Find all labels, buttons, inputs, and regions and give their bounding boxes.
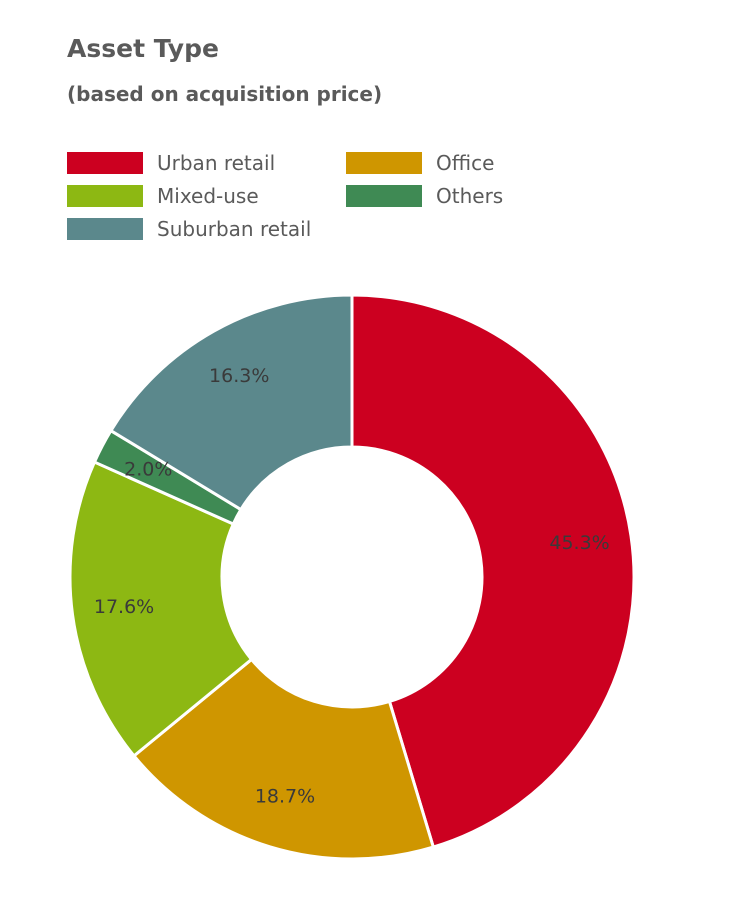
legend-item-others: Others — [346, 184, 503, 208]
slice-suburban-retail — [109, 293, 354, 512]
legend-label-office: Office — [436, 151, 495, 175]
chart-subtitle: (based on acquisition price) — [67, 82, 383, 106]
legend-swatch-urban-retail — [67, 152, 143, 174]
legend-label-mixed-use: Mixed-use — [157, 184, 259, 208]
slice-label-office: 18.7% — [255, 786, 315, 808]
slice-urban-retail — [350, 293, 636, 849]
slice-label-others: 2.0% — [124, 459, 172, 481]
legend-swatch-mixed-use — [67, 185, 143, 207]
slice-label-suburban-retail: 16.3% — [209, 365, 269, 387]
legend-item-office: Office — [346, 151, 494, 175]
legend-label-others: Others — [436, 184, 504, 208]
legend-item-urban-retail: Urban retail — [67, 151, 275, 175]
chart-title: Asset Type — [67, 34, 219, 63]
donut-labels: 45.3% 18.7% 17.6% 2.0% 16.3% — [94, 365, 610, 807]
slice-label-mixed-use: 17.6% — [94, 596, 154, 618]
legend-swatch-office — [346, 152, 422, 174]
slice-mixed-use — [68, 460, 254, 758]
legend-swatch-others — [346, 185, 422, 207]
legend-item-mixed-use: Mixed-use — [67, 184, 259, 208]
slice-label-urban-retail: 45.3% — [549, 532, 609, 554]
legend-swatch-suburban-retail — [67, 218, 143, 240]
legend-item-suburban-retail: Suburban retail — [67, 217, 311, 241]
legend-label-urban-retail: Urban retail — [157, 151, 276, 175]
slice-office — [132, 657, 435, 861]
legend-label-suburban-retail: Suburban retail — [157, 217, 312, 241]
donut-slices — [68, 293, 636, 861]
